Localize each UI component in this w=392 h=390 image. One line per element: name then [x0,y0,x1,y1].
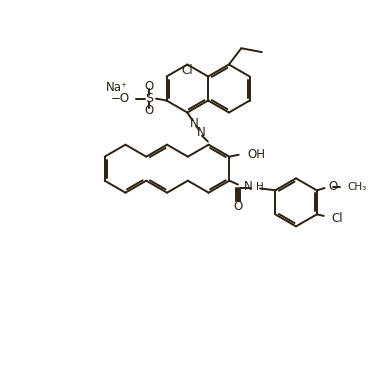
Text: O: O [145,105,154,117]
Text: O: O [328,180,338,193]
Text: O: O [233,200,243,213]
Text: −O: −O [111,92,130,105]
Text: O: O [145,80,154,93]
Text: CH₃: CH₃ [348,182,367,192]
Text: Cl: Cl [332,212,343,225]
Text: OH: OH [248,148,266,161]
Text: N: N [196,126,205,139]
Text: Cl: Cl [182,64,193,77]
Text: H: H [256,182,264,192]
Text: S: S [145,92,153,105]
Text: N: N [244,180,253,193]
Text: N: N [190,117,199,130]
Text: Na⁺: Na⁺ [105,81,128,94]
